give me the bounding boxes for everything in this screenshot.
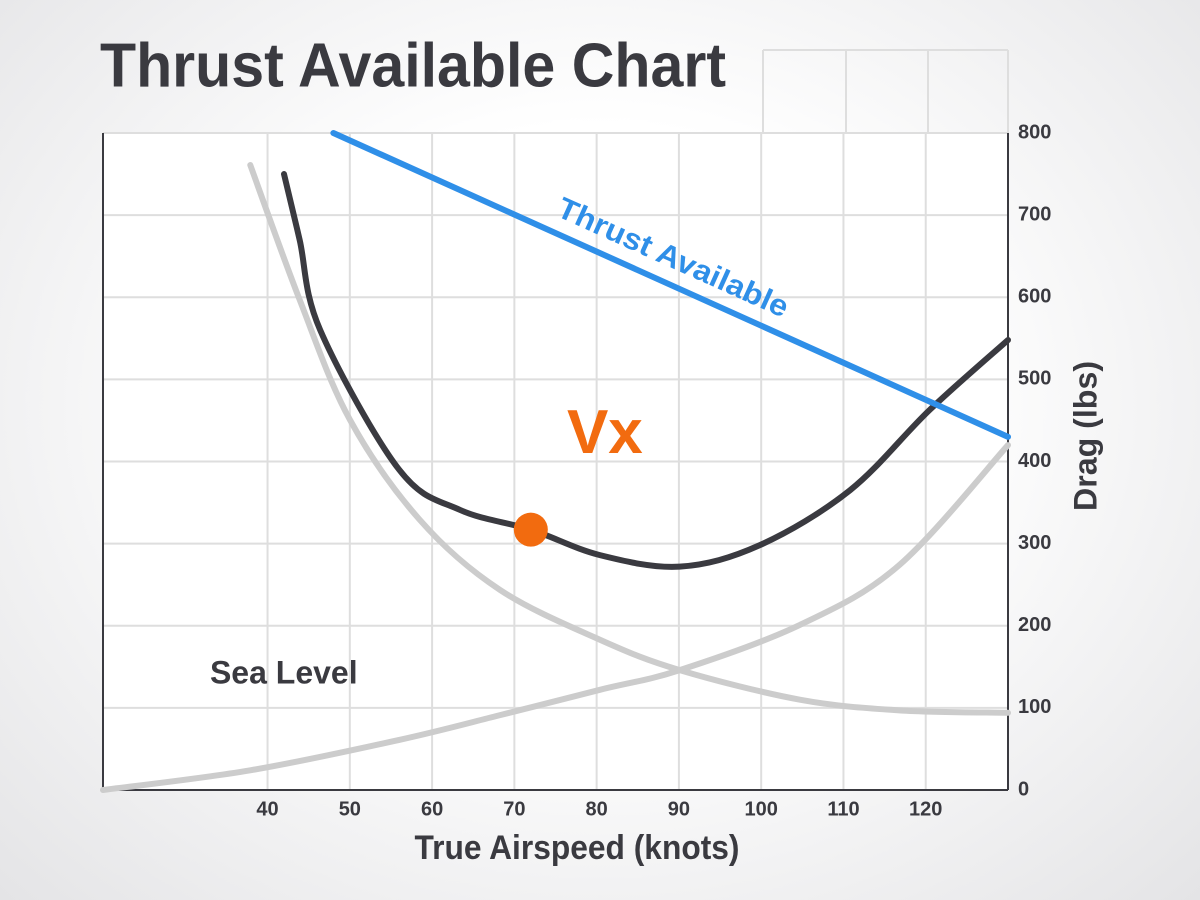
x-tick-label: 90: [668, 798, 690, 820]
x-tick-label: 40: [256, 798, 278, 820]
x-tick-label: 50: [339, 798, 361, 820]
y-tick-label: 800: [1018, 121, 1051, 143]
vx-marker: [513, 512, 548, 547]
y-tick-label: 100: [1018, 696, 1051, 718]
x-tick-label: 120: [909, 798, 942, 820]
decor-grid: [762, 49, 1009, 133]
x-axis-label: True Airspeed (knots): [415, 829, 740, 867]
x-tick-label: 110: [827, 798, 859, 820]
y-tick-label: 400: [1018, 450, 1051, 472]
series-line: [247, 162, 1011, 716]
y-axis-label: Drag (lbs): [1067, 361, 1103, 511]
annotation: Sea Level: [210, 654, 358, 690]
x-tick-label: 70: [503, 798, 525, 820]
series-line: [281, 171, 1011, 570]
chart-title: Thrust Available Chart: [100, 31, 726, 100]
series-line: [330, 130, 1011, 440]
x-tick-label: 80: [586, 798, 608, 820]
annotation: Vx: [567, 398, 643, 467]
y-tick-label: 500: [1018, 368, 1051, 390]
x-tick-label: 60: [421, 798, 443, 820]
y-tick-label: 600: [1018, 286, 1051, 308]
y-tick-label: 700: [1018, 203, 1051, 225]
series-line: [100, 442, 1011, 793]
y-tick-label: 200: [1018, 614, 1051, 636]
y-tick-label: 0: [1018, 778, 1029, 800]
x-tick-label: 100: [744, 798, 777, 820]
y-tick-label: 300: [1018, 532, 1051, 554]
